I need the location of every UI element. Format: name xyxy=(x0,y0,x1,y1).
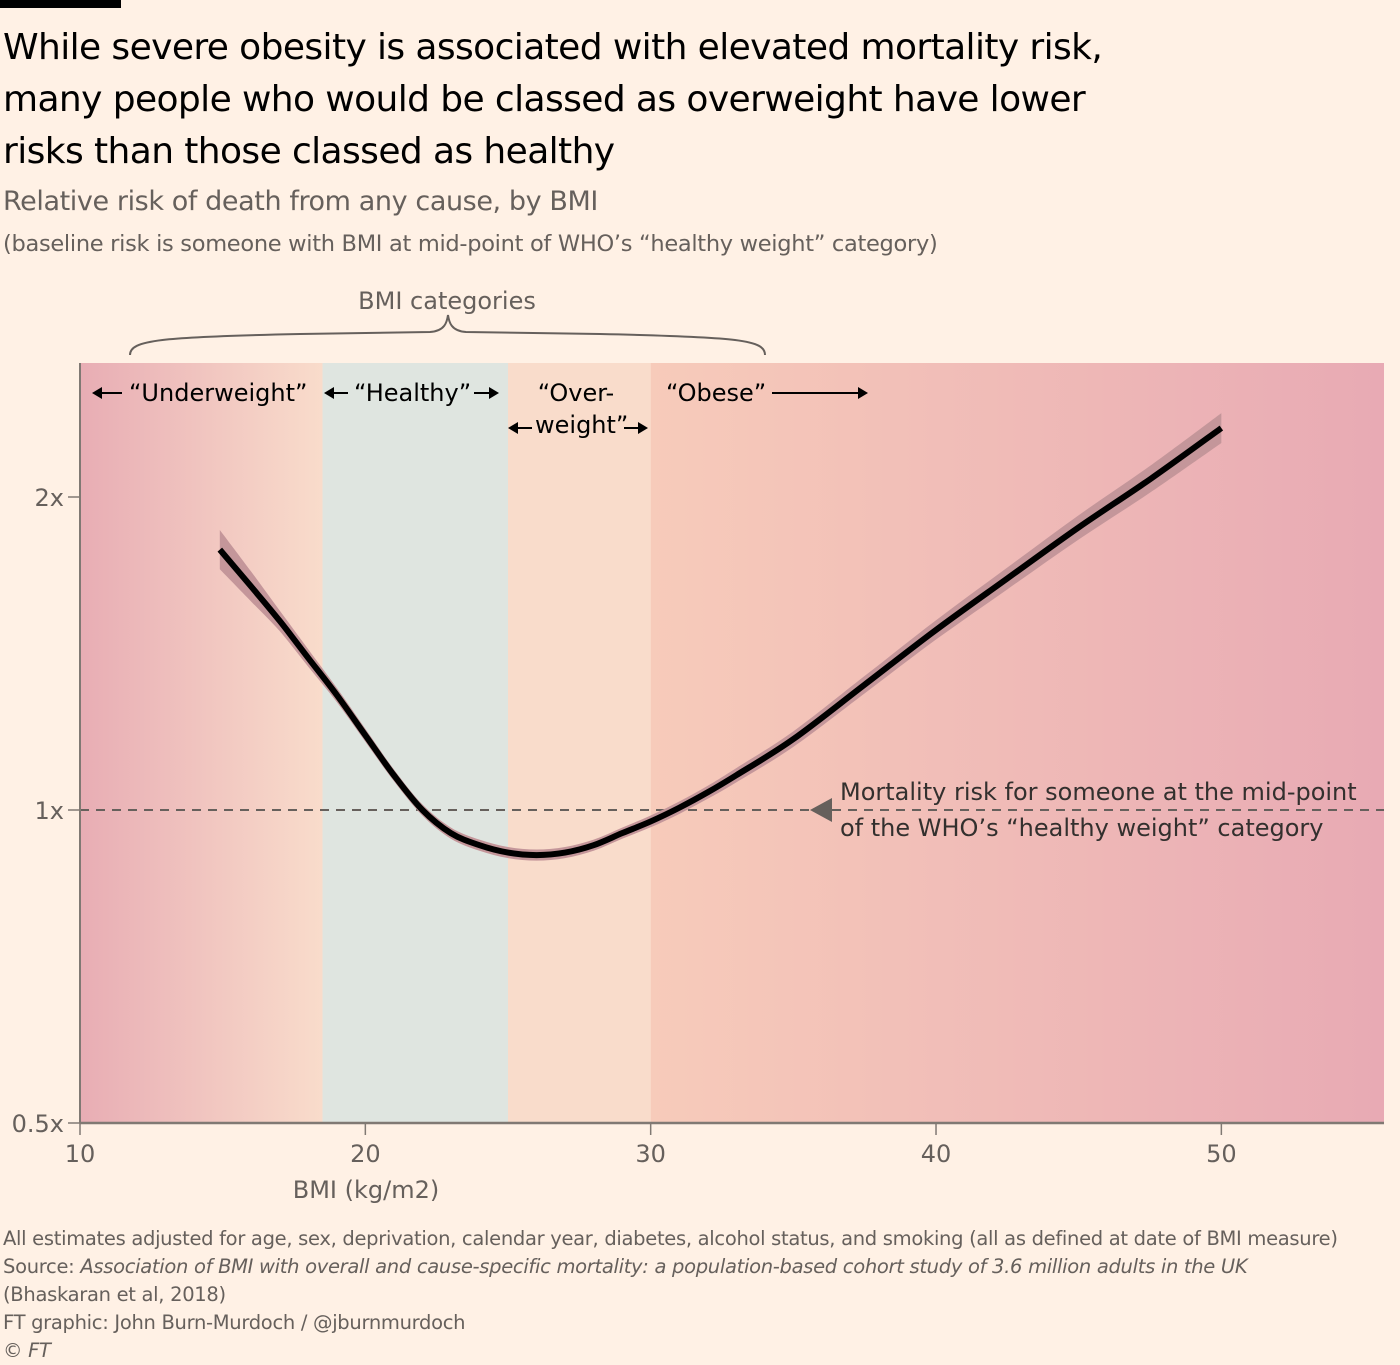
source-title: Association of BMI with overall and caus… xyxy=(80,1255,1248,1278)
arrow-right-icon xyxy=(858,387,868,399)
y-tick-label: 1x xyxy=(35,797,64,825)
band-obese xyxy=(650,363,1384,1123)
arrow-right-icon xyxy=(489,387,499,399)
source-prefix: Source: xyxy=(3,1255,81,1278)
x-tick-label: 50 xyxy=(1206,1140,1237,1168)
x-tick-label: 20 xyxy=(350,1140,381,1168)
category-header: BMI categories xyxy=(358,287,536,315)
category-brace xyxy=(129,314,766,356)
x-tick-label: 10 xyxy=(65,1140,96,1168)
axes: 10 20 30 40 50 0.5x 1x 2x xyxy=(12,363,1384,1168)
arrow-left-icon xyxy=(508,422,518,434)
footer-credit: FT graphic: John Burn-Murdoch / @jburnmu… xyxy=(3,1311,466,1334)
reference-arrow-icon xyxy=(810,798,832,822)
title-line: risks than those classed as healthy xyxy=(3,131,615,172)
svg-text:“Over-: “Over- xyxy=(538,379,614,407)
svg-text:“Healthy”: “Healthy” xyxy=(354,379,471,407)
category-bands xyxy=(80,363,1384,1123)
chart-subnote: (baseline risk is someone with BMI at mi… xyxy=(3,231,938,257)
band-overweight xyxy=(508,363,651,1123)
source-citation: (Bhaskaran et al, 2018) xyxy=(3,1283,226,1306)
x-tick-label: 40 xyxy=(921,1140,952,1168)
svg-text:“Obese”: “Obese” xyxy=(666,379,766,407)
svg-text:weight”: weight” xyxy=(535,411,628,439)
reference-annotation-line: of the WHO’s “healthy weight” category xyxy=(840,814,1324,842)
title-line: While severe obesity is associated with … xyxy=(3,27,1103,68)
footer-note: All estimates adjusted for age, sex, dep… xyxy=(3,1227,1338,1250)
reference-annotation-line: Mortality risk for someone at the mid-po… xyxy=(840,778,1357,806)
arrow-left-icon xyxy=(92,387,102,399)
arrow-left-icon xyxy=(324,387,334,399)
healthy-label: “Healthy” xyxy=(324,379,499,407)
obese-label: “Obese” xyxy=(666,379,868,407)
ft-brand-bar xyxy=(0,0,121,8)
band-underweight xyxy=(80,363,323,1123)
band-healthy xyxy=(322,363,509,1123)
x-tick-label: 30 xyxy=(635,1140,666,1168)
footer-source: Source: Association of BMI with overall … xyxy=(3,1253,1338,1281)
risk-curve-line xyxy=(217,425,1224,859)
svg-text:“Underweight”: “Underweight” xyxy=(129,379,307,407)
arrow-right-icon xyxy=(638,422,648,434)
footer-copyright: © FT xyxy=(3,1339,51,1362)
title-line: many people who would be classed as over… xyxy=(3,79,1086,120)
chart-footer: All estimates adjusted for age, sex, dep… xyxy=(3,1225,1338,1365)
category-labels: “Underweight” “Healthy” “Over- weight” “… xyxy=(92,379,868,439)
chart-subtitle: Relative risk of death from any cause, b… xyxy=(3,186,598,217)
y-tick-label: 2x xyxy=(35,484,64,512)
x-axis-title: BMI (kg/m2) xyxy=(293,1176,439,1204)
underweight-label: “Underweight” xyxy=(92,379,307,407)
overweight-label: “Over- weight” xyxy=(508,379,648,439)
chart-title: While severe obesity is associated with … xyxy=(3,22,1203,178)
y-tick-label: 0.5x xyxy=(12,1110,64,1138)
